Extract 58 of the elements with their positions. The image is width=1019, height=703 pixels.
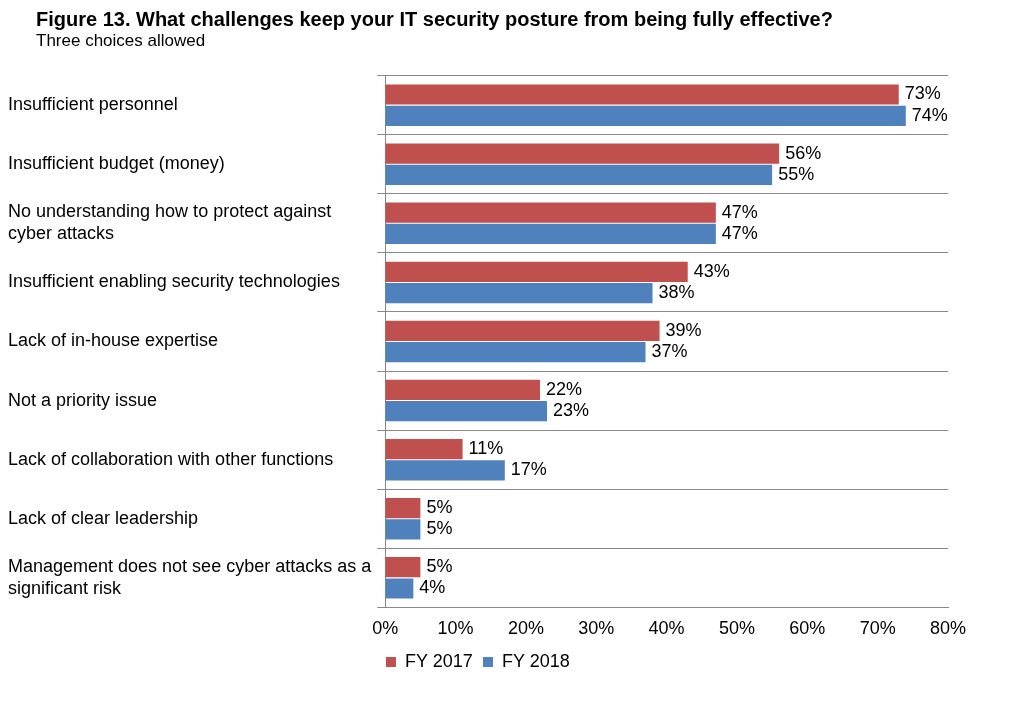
bar bbox=[385, 320, 660, 341]
bar bbox=[385, 261, 688, 282]
bar bbox=[385, 519, 421, 540]
chart-title: Figure 13. What challenges keep your IT security posture from being fully effective? bbox=[36, 8, 834, 31]
bar bbox=[385, 282, 653, 304]
bar bbox=[385, 557, 421, 578]
bar bbox=[385, 379, 540, 401]
x-tick-label: 80% bbox=[929, 618, 967, 639]
x-tick-label: 30% bbox=[578, 618, 615, 639]
data-label: 11% bbox=[468, 438, 504, 459]
y-tick-label: No understanding how to protect against cyber attacks bbox=[8, 201, 332, 244]
legend-label: FY 2017 bbox=[404, 650, 473, 671]
data-label: 39% bbox=[665, 319, 702, 340]
y-tick-label: Lack of collaboration with other functions bbox=[8, 448, 334, 469]
legend-label: FY 2018 bbox=[502, 650, 570, 671]
bar bbox=[385, 401, 548, 422]
data-label: 22% bbox=[545, 378, 583, 399]
data-label: 5% bbox=[426, 497, 453, 518]
text: Three choices allowed bbox=[36, 31, 207, 51]
y-tick-label: Insufficient budget (money) bbox=[8, 153, 225, 174]
y-tick-label: Not a priority issue bbox=[8, 389, 158, 410]
y-tick-label: Management does not see cyber attacks as a significant risk bbox=[8, 556, 373, 598]
data-label: 37% bbox=[651, 341, 688, 362]
y-tick-label: Insufficient personnel bbox=[8, 94, 178, 115]
y-tick-label: Insufficient enabling security technologies bbox=[8, 271, 340, 292]
bar bbox=[385, 498, 421, 519]
bar bbox=[385, 105, 906, 126]
bar bbox=[385, 460, 505, 481]
x-tick-label: 20% bbox=[507, 618, 544, 639]
bar bbox=[385, 143, 780, 164]
x-tick-label: 0% bbox=[372, 618, 399, 639]
bar bbox=[385, 164, 773, 185]
data-label: 23% bbox=[553, 400, 590, 421]
x-tick-label: 10% bbox=[437, 618, 474, 639]
bar bbox=[385, 342, 646, 363]
x-tick-label: 40% bbox=[648, 618, 685, 639]
data-label: 73% bbox=[904, 83, 941, 104]
y-tick-label: Lack of clear leadership bbox=[8, 507, 199, 528]
data-label: 43% bbox=[693, 260, 730, 281]
data-label: 4% bbox=[419, 577, 446, 598]
data-label: 38% bbox=[658, 282, 695, 303]
bar bbox=[385, 202, 716, 223]
bar bbox=[385, 84, 899, 105]
data-label: 47% bbox=[721, 222, 758, 243]
bar bbox=[385, 438, 463, 460]
x-tick-label: 70% bbox=[859, 618, 896, 639]
y-tick-label: Lack of in-house expertise bbox=[8, 330, 219, 351]
data-label: 74% bbox=[911, 104, 948, 125]
data-label: 5% bbox=[426, 556, 453, 577]
data-label: 56% bbox=[785, 142, 822, 163]
bar bbox=[385, 223, 716, 245]
data-label: 47% bbox=[721, 201, 758, 222]
bar bbox=[385, 578, 414, 599]
data-label: 55% bbox=[778, 163, 815, 184]
x-tick-label: 50% bbox=[718, 618, 755, 639]
data-label: 5% bbox=[426, 518, 453, 539]
data-label: 17% bbox=[510, 459, 547, 480]
x-tick-label: 60% bbox=[789, 618, 826, 639]
